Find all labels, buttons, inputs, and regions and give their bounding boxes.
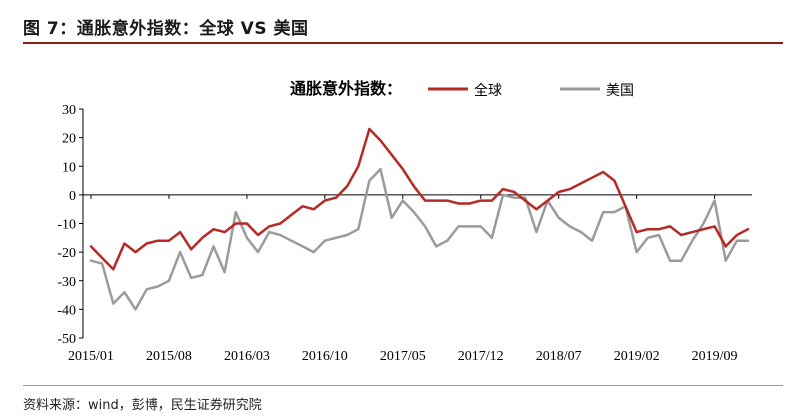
x-tick-label: 2016/03 (224, 349, 270, 364)
x-tick-label: 2015/01 (68, 349, 114, 364)
y-tick-label: 30 (62, 103, 76, 118)
series-line-us (89, 167, 750, 311)
source-rule (23, 385, 783, 386)
legend-label-global: 全球 (474, 82, 502, 99)
y-tick-label: 0 (69, 189, 76, 204)
y-tick-label: -10 (57, 218, 76, 233)
figure-title: 图 7：通胀意外指数：全球 VS 美国 (23, 19, 309, 39)
title-rule (23, 42, 783, 44)
series-line-global (89, 127, 750, 271)
x-tick-label: 2017/05 (380, 349, 426, 364)
y-tick-label: 20 (62, 132, 76, 147)
x-tick-label: 2019/09 (692, 349, 738, 364)
chart-title: 通胀意外指数： (290, 79, 402, 98)
y-tick-label: -30 (57, 275, 76, 290)
y-tick-label: 10 (62, 160, 76, 175)
legend-label-us: 美国 (606, 83, 634, 99)
x-tick-label: 2019/02 (614, 349, 660, 364)
y-tick-label: -50 (57, 332, 76, 347)
x-tick-label: 2015/08 (146, 349, 192, 364)
x-tick-label: 2018/07 (536, 349, 582, 364)
inflation-surprise-chart: 30 20 10 0 -10 -20 -30 -40 -50 2015/01 2015/08 2016… (57, 79, 752, 364)
y-tick-label: -40 (57, 303, 76, 318)
y-tick-label: -20 (57, 246, 76, 261)
x-tick-label: 2017/12 (458, 349, 504, 364)
source-note: 资料来源：wind，彭博，民生证券研究院 (23, 398, 262, 413)
x-tick-label: 2016/10 (302, 349, 348, 364)
